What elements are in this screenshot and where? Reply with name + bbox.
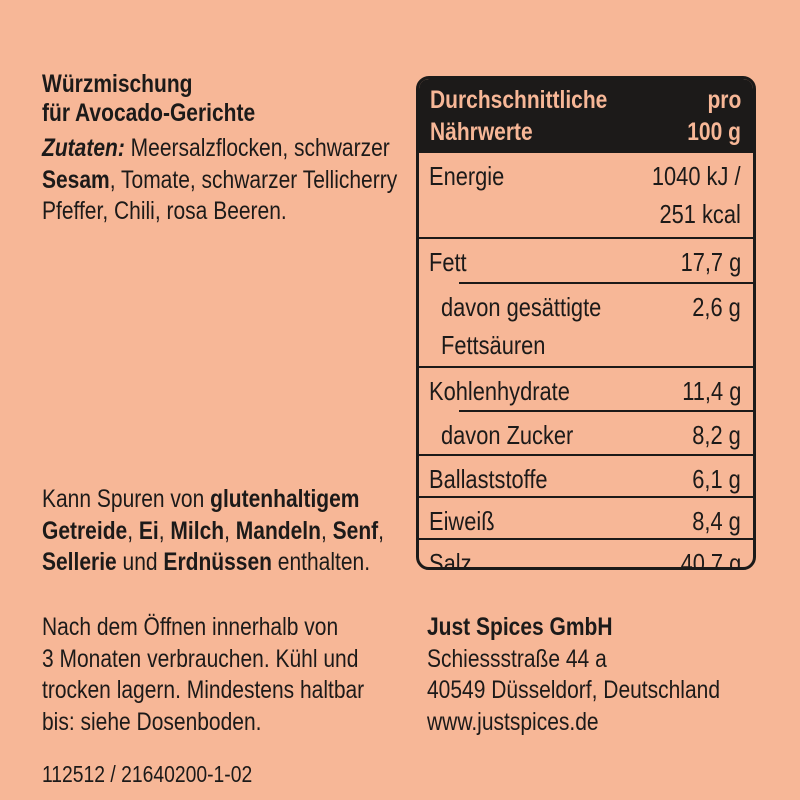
nutrition-row-gesaettigte: davon gesättigte Fettsäuren 2,6 g bbox=[419, 284, 753, 366]
allergen-sesam: Sesam bbox=[42, 165, 110, 194]
allergen-sellerie: Sellerie bbox=[42, 548, 117, 576]
nutrient-value: 17,7 g bbox=[680, 247, 741, 277]
nutrient-label: Eiweiß bbox=[429, 506, 495, 536]
ingredients-text-2: , Tomate, schwarzer Tellicherry bbox=[109, 165, 398, 194]
nutrition-table-header: Durchschnittliche Nährwerte pro 100 g bbox=[419, 79, 753, 153]
allergen-text: Kann Spuren von bbox=[42, 485, 211, 513]
header-unit: 100 g bbox=[687, 118, 741, 146]
storage-line: bis: siehe Dosenboden. bbox=[42, 707, 262, 736]
nutrient-value: 6,1 g bbox=[692, 464, 741, 494]
allergen-notice: Kann Spuren von glutenhaltigem Getreide,… bbox=[42, 484, 449, 579]
company-street: Schiessstraße 44 a bbox=[427, 644, 607, 673]
nutrient-value: 2,6 g bbox=[692, 292, 741, 322]
company-website: www.justspices.de bbox=[427, 707, 599, 736]
nutrient-value: 40,7 g bbox=[680, 548, 741, 570]
separator: , bbox=[224, 516, 236, 545]
allergen-gluten: glutenhaltigem bbox=[210, 485, 360, 513]
nutrient-label: Fett bbox=[429, 247, 467, 277]
storage-instructions: Nach dem Öffnen innerhalb von 3 Monaten … bbox=[42, 612, 426, 738]
allergen-erdnuesse: Erdnüssen bbox=[163, 548, 272, 576]
nutrition-table: Durchschnittliche Nährwerte pro 100 g En… bbox=[416, 76, 756, 570]
nutrient-label: Ballaststoffe bbox=[429, 464, 548, 494]
allergen-milch: Milch bbox=[170, 516, 225, 545]
inner-divider bbox=[459, 282, 753, 284]
storage-line: 3 Monaten verbrauchen. Kühl und bbox=[42, 644, 359, 673]
allergen-mandeln: Mandeln bbox=[235, 516, 321, 545]
nutrition-row-eiweiss: Eiweiß 8,4 g bbox=[419, 498, 753, 540]
nutrition-row-ballaststoffe: Ballaststoffe 6,1 g bbox=[419, 456, 753, 498]
allergen-text: enthalten. bbox=[271, 548, 371, 576]
nutrient-label: Kohlenhydrate bbox=[429, 376, 570, 406]
nutrition-row-zucker: davon Zucker 8,2 g bbox=[419, 412, 753, 454]
nutrient-value: 11,4 g bbox=[681, 376, 741, 406]
nutrient-value: 8,2 g bbox=[692, 420, 741, 450]
nutrition-row-energie: Energie 1040 kJ / 251 kcal bbox=[419, 153, 753, 239]
nutrition-row-salz: Salz 40,7 g bbox=[419, 540, 753, 570]
ingredients-label: Zutaten: bbox=[42, 134, 125, 162]
header-label: Durchschnittliche bbox=[430, 86, 608, 114]
product-title-line1: Würzmischung bbox=[42, 70, 193, 98]
allergen-getreide: Getreide bbox=[42, 516, 128, 545]
separator: , bbox=[158, 516, 171, 545]
header-label: Nährwerte bbox=[430, 118, 533, 146]
nutrient-label: davon gesättigte bbox=[441, 292, 602, 322]
storage-line: Nach dem Öffnen innerhalb von bbox=[42, 613, 339, 641]
product-title-line2: für Avocado-Gerichte bbox=[42, 99, 256, 127]
allergen-text: und bbox=[116, 548, 164, 576]
product-info: Würzmischung für Avocado-Gerichte Zutate… bbox=[42, 70, 422, 228]
product-title: Würzmischung für Avocado-Gerichte bbox=[42, 70, 422, 128]
separator: , bbox=[378, 516, 384, 545]
nutrition-group-kohlenhydrate: Kohlenhydrate 11,4 g davon Zucker 8,2 g bbox=[419, 368, 753, 456]
nutrient-value: 251 kcal bbox=[659, 199, 741, 229]
nutrient-label: Energie bbox=[429, 161, 505, 191]
header-unit: pro bbox=[707, 86, 741, 114]
nutrient-label: Salz bbox=[429, 548, 472, 570]
nutrient-label: Fettsäuren bbox=[441, 330, 546, 360]
storage-line: trocken lagern. Mindestens haltbar bbox=[42, 676, 365, 704]
nutrition-group-fett: Fett 17,7 g davon gesättigte Fettsäuren … bbox=[419, 239, 753, 368]
separator: , bbox=[320, 516, 333, 545]
company-address: Just Spices GmbH Schiessstraße 44 a 4054… bbox=[427, 612, 776, 738]
article-number: 112512 / 21640200-1-02 bbox=[42, 760, 292, 788]
inner-divider bbox=[459, 410, 753, 412]
allergen-ei: Ei bbox=[138, 516, 159, 545]
company-name: Just Spices GmbH bbox=[427, 613, 613, 641]
article-number-text: 112512 / 21640200-1-02 bbox=[42, 761, 253, 787]
nutrition-row-fett: Fett 17,7 g bbox=[419, 239, 753, 282]
company-city: 40549 Düsseldorf, Deutschland bbox=[427, 676, 721, 704]
allergen-senf: Senf bbox=[332, 516, 379, 545]
nutrient-value: 1040 kJ / bbox=[652, 161, 741, 191]
nutrient-label: davon Zucker bbox=[441, 420, 574, 450]
nutrient-value: 8,4 g bbox=[692, 506, 741, 536]
ingredients-text-1: Meersalzflocken, schwarzer bbox=[124, 134, 390, 162]
separator: , bbox=[127, 516, 139, 545]
ingredients-text-3: Pfeffer, Chili, rosa Beeren. bbox=[42, 197, 287, 225]
nutrition-row-kohlenhydrate: Kohlenhydrate 11,4 g bbox=[419, 368, 753, 410]
ingredients-list: Zutaten: Meersalzflocken, schwarzer Sesa… bbox=[42, 133, 422, 228]
